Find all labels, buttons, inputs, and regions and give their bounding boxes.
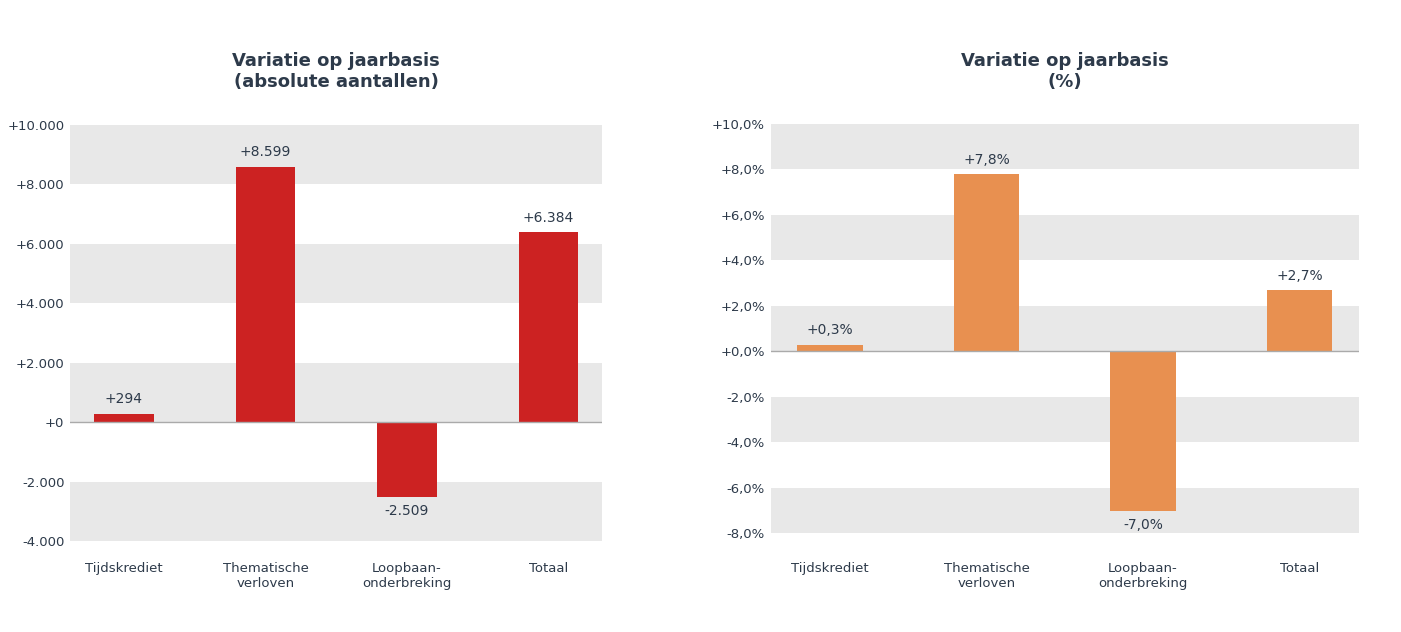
Bar — [70, 101, 602, 125]
Title: Variatie op jaarbasis
(%): Variatie op jaarbasis (%) — [961, 52, 1168, 91]
Bar — [771, 215, 1359, 260]
Bar — [954, 174, 1020, 351]
Bar — [1267, 290, 1332, 351]
Bar — [70, 303, 602, 363]
Text: -2.509: -2.509 — [385, 504, 429, 518]
Bar — [771, 351, 1359, 397]
Text: +8.599: +8.599 — [240, 145, 291, 159]
Text: +294: +294 — [105, 392, 143, 406]
Text: +2,7%: +2,7% — [1276, 269, 1323, 283]
Bar — [771, 442, 1359, 488]
Text: +6.384: +6.384 — [523, 211, 574, 225]
Bar — [94, 413, 154, 422]
Text: -7,0%: -7,0% — [1124, 518, 1163, 532]
Text: +7,8%: +7,8% — [962, 152, 1010, 167]
Bar — [70, 244, 602, 303]
Bar — [70, 125, 602, 185]
Bar — [70, 482, 602, 541]
Bar — [771, 101, 1359, 124]
Text: +0,3%: +0,3% — [807, 323, 853, 337]
Title: Variatie op jaarbasis
(absolute aantallen): Variatie op jaarbasis (absolute aantalle… — [233, 52, 440, 91]
Bar — [70, 422, 602, 482]
Bar — [70, 185, 602, 244]
Bar — [771, 124, 1359, 169]
Bar — [771, 260, 1359, 306]
Bar — [235, 167, 296, 422]
Bar — [771, 397, 1359, 442]
Bar — [771, 533, 1359, 556]
Bar — [797, 344, 863, 351]
Bar — [1110, 351, 1175, 511]
Bar — [771, 488, 1359, 533]
Bar — [70, 363, 602, 422]
Bar — [518, 233, 579, 422]
Bar — [70, 541, 602, 556]
Bar — [771, 306, 1359, 351]
Bar — [771, 169, 1359, 215]
Bar — [377, 422, 437, 497]
